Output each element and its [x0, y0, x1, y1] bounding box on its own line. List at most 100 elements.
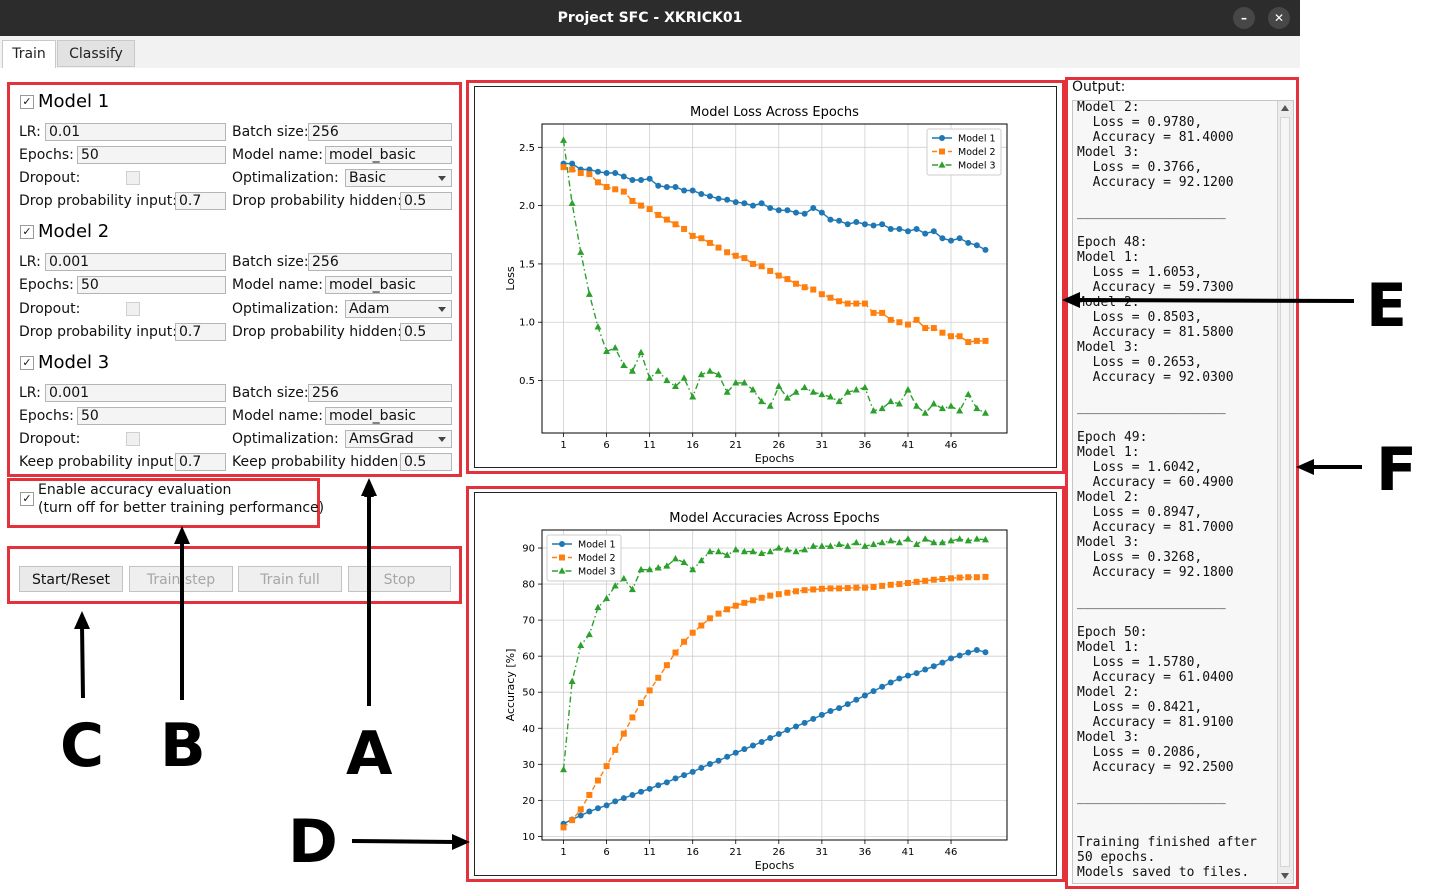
model-2-batch-input[interactable]: 256	[308, 253, 452, 271]
data-point	[852, 538, 860, 546]
scroll-down-icon[interactable]	[1281, 873, 1289, 879]
data-point	[620, 730, 627, 737]
scroll-thumb[interactable]	[1280, 117, 1290, 867]
data-point	[586, 166, 593, 173]
data-point	[689, 768, 696, 775]
y-tick-label: 60	[522, 652, 535, 663]
stop-button[interactable]: Stop	[348, 566, 451, 592]
model-2-dropout-checkbox[interactable]	[126, 302, 140, 316]
data-point	[965, 649, 972, 656]
output-textarea[interactable]	[1072, 100, 1294, 884]
model-2-checkbox[interactable]: ✓	[20, 225, 34, 239]
train-full-button[interactable]: Train full	[238, 566, 342, 592]
model-3-checkbox[interactable]: ✓	[20, 356, 34, 370]
data-point	[981, 535, 989, 543]
data-point	[982, 649, 989, 656]
data-point	[741, 200, 748, 207]
legend-entry: Model 2	[958, 147, 996, 158]
data-point	[965, 339, 972, 346]
model-1-checkbox[interactable]: ✓	[20, 95, 34, 109]
data-point	[827, 294, 834, 301]
data-point	[973, 404, 981, 412]
model-3-opt-select[interactable]: AmsGrad	[345, 430, 452, 448]
data-point	[982, 337, 989, 344]
model-2-phid-input[interactable]: 0.5	[400, 323, 452, 341]
data-point	[698, 764, 705, 771]
data-point	[749, 597, 756, 604]
model-1-name-input[interactable]: model_basic	[325, 146, 452, 164]
model-2-epochs-input[interactable]: 50	[77, 276, 226, 294]
data-point	[577, 641, 585, 648]
data-point	[801, 546, 809, 553]
x-tick-label: 1	[560, 440, 566, 451]
model-1-epochs-input[interactable]: 50	[77, 146, 226, 164]
model-1-dropout-checkbox[interactable]	[126, 171, 140, 185]
data-point	[809, 388, 817, 395]
model-3-phid-input[interactable]: 0.5	[400, 453, 452, 471]
model-2-pin-input[interactable]: 0.7	[175, 323, 226, 341]
data-point	[879, 221, 886, 228]
output-line: Loss = 1.6042,	[1077, 460, 1203, 475]
model-3-epochs-input[interactable]: 50	[77, 407, 226, 425]
model-1-lr-input[interactable]: 0.01	[45, 123, 226, 141]
data-point	[818, 209, 825, 216]
data-point	[663, 662, 670, 669]
data-point	[793, 723, 800, 730]
model-1-opt-select[interactable]: Basic	[345, 169, 452, 187]
data-point	[784, 727, 791, 734]
model-3-pin-input[interactable]: 0.7	[175, 453, 226, 471]
model-1-phid-input[interactable]: 0.5	[400, 192, 452, 210]
close-button[interactable]: ✕	[1268, 7, 1290, 29]
output-line: Accuracy = 61.0400	[1077, 670, 1234, 685]
x-tick-label: 21	[729, 440, 742, 451]
data-point	[861, 221, 868, 228]
data-point	[569, 160, 576, 167]
plot-area	[541, 529, 1008, 841]
scroll-up-icon[interactable]	[1281, 105, 1289, 111]
data-point	[698, 235, 705, 242]
output-line: Loss = 1.6053,	[1077, 265, 1203, 280]
model-2-opt-select[interactable]: Adam	[345, 300, 452, 318]
data-point	[973, 574, 980, 581]
data-point	[792, 388, 800, 395]
data-point	[784, 589, 791, 596]
data-point	[793, 588, 800, 595]
data-point	[853, 696, 860, 703]
output-line: Model 2:	[1077, 490, 1140, 505]
tab-classify[interactable]: Classify	[57, 40, 135, 67]
data-point	[939, 235, 946, 242]
data-point	[956, 235, 963, 242]
x-tick-label: 16	[686, 847, 699, 858]
model-3-name-input[interactable]: model_basic	[325, 407, 452, 425]
data-point	[646, 785, 653, 792]
data-point	[956, 333, 963, 340]
output-line: Accuracy = 81.4000	[1077, 130, 1234, 145]
model-3-batch-input[interactable]: 256	[308, 384, 452, 402]
model-2-name-input[interactable]: model_basic	[325, 276, 452, 294]
data-point	[749, 202, 756, 209]
output-line: Accuracy = 92.2500	[1077, 760, 1234, 775]
accuracy-eval-checkbox[interactable]: ✓	[20, 492, 34, 506]
model-1-pin-input[interactable]: 0.7	[175, 192, 226, 210]
data-point	[775, 382, 783, 389]
model-2-name-label: Model name:	[232, 277, 323, 293]
model-2-opt-label: Optimalization:	[232, 301, 339, 317]
model-3-opt-value: AmsGrad	[349, 431, 414, 447]
model-3-dropout-checkbox[interactable]	[126, 432, 140, 446]
model-1-epochs-label: Epochs:	[19, 147, 74, 163]
data-point	[895, 538, 903, 546]
data-point	[870, 688, 877, 695]
tab-train[interactable]: Train	[2, 40, 56, 69]
model-1-batch-input[interactable]: 256	[308, 123, 452, 141]
data-point	[732, 749, 739, 756]
output-scrollbar[interactable]	[1277, 101, 1293, 883]
data-point	[827, 707, 834, 714]
start-reset-button[interactable]: Start/Reset	[19, 566, 123, 592]
legend-entry: Model 1	[958, 134, 996, 145]
data-point	[827, 216, 834, 223]
model-3-lr-input[interactable]: 0.001	[45, 384, 226, 402]
y-tick-label: 20	[522, 796, 535, 807]
data-point	[853, 300, 860, 307]
model-2-lr-input[interactable]: 0.001	[45, 253, 226, 271]
minimize-button[interactable]: –	[1233, 7, 1255, 29]
